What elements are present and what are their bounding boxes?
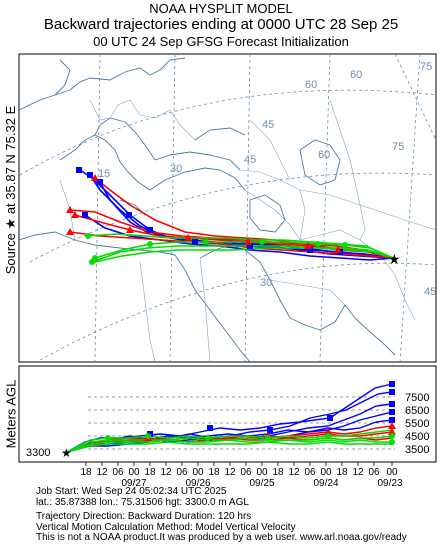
tick-label: 06 <box>240 467 252 478</box>
country-borders <box>59 99 436 362</box>
trajectory-markers <box>66 167 348 265</box>
tick-label: 06 <box>176 467 188 478</box>
lon-label-15: 15 <box>98 168 110 180</box>
tick-label: 12 <box>96 467 108 478</box>
job-info: Job Start: Wed Sep 24 05:02:34 UTC 2025 … <box>36 486 436 544</box>
tick-label: 18 <box>272 467 284 478</box>
time-axis: 18 12 06 00 18 12 06 00 18 12 06 00 18 1… <box>80 462 403 489</box>
lat-label-30: 30 <box>260 277 272 289</box>
level-label-5500: 5500 <box>405 418 429 430</box>
date-label: 09/23 <box>377 478 402 489</box>
location-line: lat.: 35.87388 lon.: 75.31506 hgt: 3300.… <box>36 496 249 508</box>
lon-label-60: 60 <box>318 149 330 161</box>
lat-label-45: 45 <box>262 119 274 131</box>
date-label: 09/27 <box>121 478 146 489</box>
forecast-subtitle: 00 UTC 24 Sep GFSG Forecast Initializati… <box>93 34 349 49</box>
vertical-profile-panel: 7500 6500 5500 4500 3500 3300 <box>18 365 437 463</box>
vertical-markers <box>105 381 396 445</box>
tick-label: 00 <box>320 467 332 478</box>
tick-label: 00 <box>128 467 140 478</box>
lon-label-45: 45 <box>244 154 256 166</box>
map-panel: 60 45 30 75 60 45 30 15 75 60 45 <box>18 53 437 363</box>
lon-label-30: 30 <box>170 163 182 175</box>
model-title: NOAA HYSPLIT MODEL <box>149 1 293 16</box>
tick-label: 18 <box>208 467 220 478</box>
level-label-3500: 3500 <box>405 444 429 456</box>
direction-line: Trajectory Direction: Backward Duration:… <box>36 511 252 522</box>
tick-label: 06 <box>112 467 124 478</box>
disclaimer-line: This is not a NOAA product.It was produc… <box>36 532 407 543</box>
lon-label-60-top: 60 <box>350 69 362 81</box>
source-star-icon: ★ <box>388 252 401 268</box>
vertical-trajectories <box>66 383 393 453</box>
time-ticks <box>85 462 393 466</box>
tick-label: 00 <box>192 467 204 478</box>
tick-label: 12 <box>160 467 172 478</box>
tick-label: 18 <box>336 467 348 478</box>
tick-label: 00 <box>256 467 268 478</box>
tick-label: 06 <box>368 467 380 478</box>
lon-label-75-top: 75 <box>420 61 432 73</box>
lat-label-60: 60 <box>305 79 317 91</box>
tick-label: 12 <box>288 467 300 478</box>
tick-label: 18 <box>80 467 92 478</box>
graticule <box>19 54 436 362</box>
tick-label: 00 <box>386 467 398 478</box>
date-label: 09/26 <box>185 478 210 489</box>
trajectory-title: Backward trajectories ending at 0000 UTC… <box>43 16 399 33</box>
tick-label: 18 <box>144 467 156 478</box>
lon-label-75: 75 <box>392 141 404 153</box>
method-line: Vertical Motion Calculation Method: Mode… <box>36 521 296 533</box>
lon-label-45-right: 45 <box>424 286 436 298</box>
map-frame <box>18 53 437 363</box>
level-label-7500: 7500 <box>405 392 429 404</box>
level-label-6500: 6500 <box>405 405 429 417</box>
level-label-4500: 4500 <box>405 431 429 443</box>
tick-label: 12 <box>352 467 364 478</box>
base-height-label: 3300 <box>26 447 50 459</box>
tick-label: 06 <box>304 467 316 478</box>
date-label: 09/24 <box>313 478 338 489</box>
source-star-icon-vertical: ★ <box>61 446 72 460</box>
date-label: 09/25 <box>249 478 274 489</box>
job-start-line: Job Start: Wed Sep 24 05:02:34 UTC 2025 <box>36 486 227 497</box>
tick-label: 12 <box>224 467 236 478</box>
